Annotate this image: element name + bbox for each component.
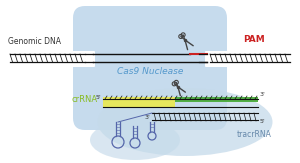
Text: 3': 3' [144, 115, 150, 120]
Text: 5': 5' [260, 119, 266, 124]
Text: 3': 3' [260, 92, 266, 97]
FancyBboxPatch shape [71, 51, 95, 67]
Text: tracrRNA: tracrRNA [237, 130, 272, 139]
Ellipse shape [90, 120, 180, 160]
FancyBboxPatch shape [205, 51, 229, 67]
FancyBboxPatch shape [73, 6, 227, 130]
Text: PAM: PAM [243, 35, 265, 44]
Bar [103, 97, 175, 107]
Text: Genomic DNA: Genomic DNA [8, 37, 61, 46]
Text: Cas9 Nuclease: Cas9 Nuclease [117, 67, 183, 76]
Ellipse shape [98, 88, 272, 156]
Text: 5': 5' [95, 95, 101, 100]
Bar [175, 97, 258, 102]
Text: crRNA: crRNA [72, 95, 98, 104]
